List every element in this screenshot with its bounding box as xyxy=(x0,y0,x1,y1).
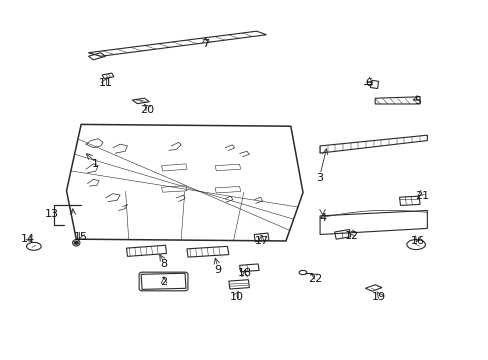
Text: 2: 2 xyxy=(160,277,167,287)
Text: 9: 9 xyxy=(214,265,221,275)
Circle shape xyxy=(74,241,78,244)
Text: 18: 18 xyxy=(237,268,251,278)
Text: 17: 17 xyxy=(254,236,268,246)
Text: 7: 7 xyxy=(202,39,209,49)
Text: 6: 6 xyxy=(365,78,371,88)
Text: 15: 15 xyxy=(74,232,88,242)
Text: 20: 20 xyxy=(140,105,154,115)
Text: 13: 13 xyxy=(45,209,59,219)
Text: 21: 21 xyxy=(415,191,428,201)
Text: 12: 12 xyxy=(344,231,358,240)
Text: 5: 5 xyxy=(413,96,420,106)
Text: 8: 8 xyxy=(160,259,167,269)
Text: 3: 3 xyxy=(316,173,323,183)
Text: 16: 16 xyxy=(410,236,424,246)
Text: 10: 10 xyxy=(230,292,244,302)
Text: 11: 11 xyxy=(98,78,112,88)
Text: 22: 22 xyxy=(307,274,322,284)
Text: 4: 4 xyxy=(318,213,325,222)
Text: 19: 19 xyxy=(371,292,385,302)
Text: 14: 14 xyxy=(20,234,35,244)
Text: 1: 1 xyxy=(92,159,99,169)
